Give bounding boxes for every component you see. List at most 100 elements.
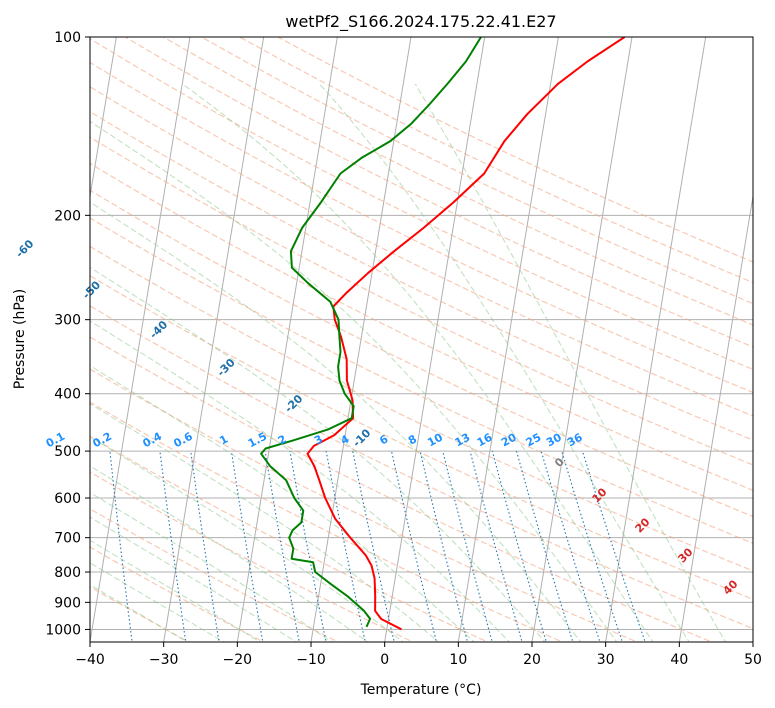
y-tick-label: 1000 — [45, 622, 81, 638]
x-tick-label: −10 — [296, 652, 326, 668]
moist-adiabat-line — [182, 83, 654, 642]
mixing-ratio-line — [264, 451, 300, 642]
x-tick-label: 0 — [380, 652, 389, 668]
mixing-ratio-label: 1 — [217, 432, 230, 447]
mixing-ratio-label: 16 — [475, 431, 495, 450]
x-tick-label: 10 — [449, 652, 467, 668]
mixing-ratio-line — [159, 451, 187, 642]
moist-adiabat-label: 0 — [552, 455, 567, 470]
moist-adiabat-line — [90, 465, 369, 642]
plot-frame — [89, 36, 754, 643]
mixing-ratio-label: 1.5 — [246, 430, 269, 451]
mixing-ratio-label: 25 — [524, 431, 544, 450]
mixing-ratio-line — [581, 450, 646, 642]
dry-adiabat-line — [90, 61, 753, 394]
y-tick-label: 400 — [54, 387, 81, 403]
dry-adiabat-line — [90, 217, 753, 544]
mixing-ratio-line — [561, 450, 623, 642]
x-tick-label: −20 — [223, 652, 253, 668]
y-tick-label: 500 — [54, 444, 81, 460]
dry-adiabat-line — [90, 275, 753, 601]
mixing-ratio-label: 36 — [565, 431, 585, 450]
y-axis-title: Pressure (hPa) — [12, 289, 28, 389]
mixing-ratio-label: 0.2 — [91, 430, 114, 451]
dry-adiabat-line — [90, 336, 714, 642]
isotherm-line — [752, 638, 753, 642]
isotherm-line — [457, 37, 559, 642]
dry-adiabat-line — [90, 162, 753, 492]
y-tick-label: 200 — [54, 208, 81, 224]
mixing-ratio-label: 0.6 — [171, 430, 195, 451]
dry-adiabat-line — [90, 305, 753, 630]
mixing-ratio-label: 13 — [453, 431, 473, 450]
dry-adiabat-line — [90, 435, 490, 642]
y-tick-label: 100 — [54, 30, 81, 46]
dry-adiabat-line — [90, 110, 753, 441]
moist-adiabat-line — [414, 83, 727, 642]
dry-adiabat-label: -20 — [282, 392, 305, 415]
mixing-ratio-line — [109, 451, 133, 642]
mixing-ratio-line — [289, 451, 327, 642]
x-axis-title: Temperature (°C) — [360, 682, 482, 698]
mixing-ratio-label: 20 — [499, 431, 519, 450]
dry-adiabat-line — [90, 189, 753, 518]
isotherm-line — [605, 37, 707, 642]
chart-title: wetPf2_S166.2024.175.22.41.E27 — [285, 12, 556, 32]
y-tick-label: 600 — [54, 491, 81, 507]
mixing-ratio-line — [230, 451, 264, 642]
x-tick-label: −40 — [75, 652, 105, 668]
mixing-ratio-label: 30 — [544, 431, 564, 450]
x-tick-label: 20 — [523, 652, 541, 668]
dry-adiabat-line — [90, 471, 415, 642]
dry-adiabat-line — [124, 37, 753, 348]
moist-adiabat-label: 20 — [633, 515, 653, 535]
dry-adiabat-line — [90, 245, 753, 572]
isotherm-line — [163, 37, 265, 642]
moist-adiabat-line — [90, 491, 334, 642]
isotherm-line — [310, 37, 412, 642]
moist-adiabat-line — [90, 120, 618, 642]
moist-adiabat-line — [90, 320, 511, 642]
mixing-ratio-line — [190, 451, 220, 642]
dry-adiabat-label: -60 — [13, 237, 36, 260]
dry-adiabat-label: -10 — [350, 426, 373, 449]
y-tick-label: 700 — [54, 531, 81, 547]
dry-adiabat-line — [90, 586, 191, 642]
moist-adiabat-line — [90, 403, 440, 642]
moist-adiabat-line — [90, 436, 405, 642]
moist-adiabat-line — [319, 83, 690, 642]
dewpoint-profile-line — [260, 37, 482, 628]
y-tick-label: 300 — [54, 313, 81, 329]
moist-adiabat-line — [90, 266, 546, 642]
dry-adiabat-line — [277, 37, 753, 263]
moist-adiabat-line — [90, 539, 262, 642]
isotherm-line — [236, 37, 338, 642]
mixing-ratio-line — [491, 450, 547, 642]
mixing-ratio-line — [390, 450, 437, 642]
dry-adiabat-label: -40 — [147, 318, 170, 341]
mixing-ratio-label: 10 — [425, 431, 445, 450]
x-tick-label: 40 — [670, 652, 688, 668]
dry-adiabat-line — [163, 37, 753, 326]
mixing-ratio-line — [515, 450, 574, 642]
dry-adiabat-line — [90, 508, 340, 642]
dry-adiabat-label: -30 — [215, 356, 238, 379]
moist-adiabat-line — [90, 201, 582, 642]
dry-adiabat-line — [90, 38, 753, 371]
dry-adiabat-line — [90, 86, 753, 417]
mixing-ratio-line — [469, 450, 523, 642]
moist-adiabat-line — [90, 516, 298, 642]
dry-adiabat-line — [90, 546, 265, 642]
x-tick-label: −30 — [149, 652, 179, 668]
y-tick-label: 800 — [54, 565, 81, 581]
temperature-profile-line — [306, 37, 626, 631]
moist-adiabat-line — [90, 584, 189, 642]
moist-adiabat-line — [90, 562, 225, 642]
mixing-ratio-label: 6 — [377, 432, 390, 447]
x-tick-label: 50 — [744, 652, 762, 668]
x-tick-label: 30 — [597, 652, 615, 668]
isotherm-line — [90, 37, 191, 642]
moist-adiabat-line — [90, 365, 475, 642]
